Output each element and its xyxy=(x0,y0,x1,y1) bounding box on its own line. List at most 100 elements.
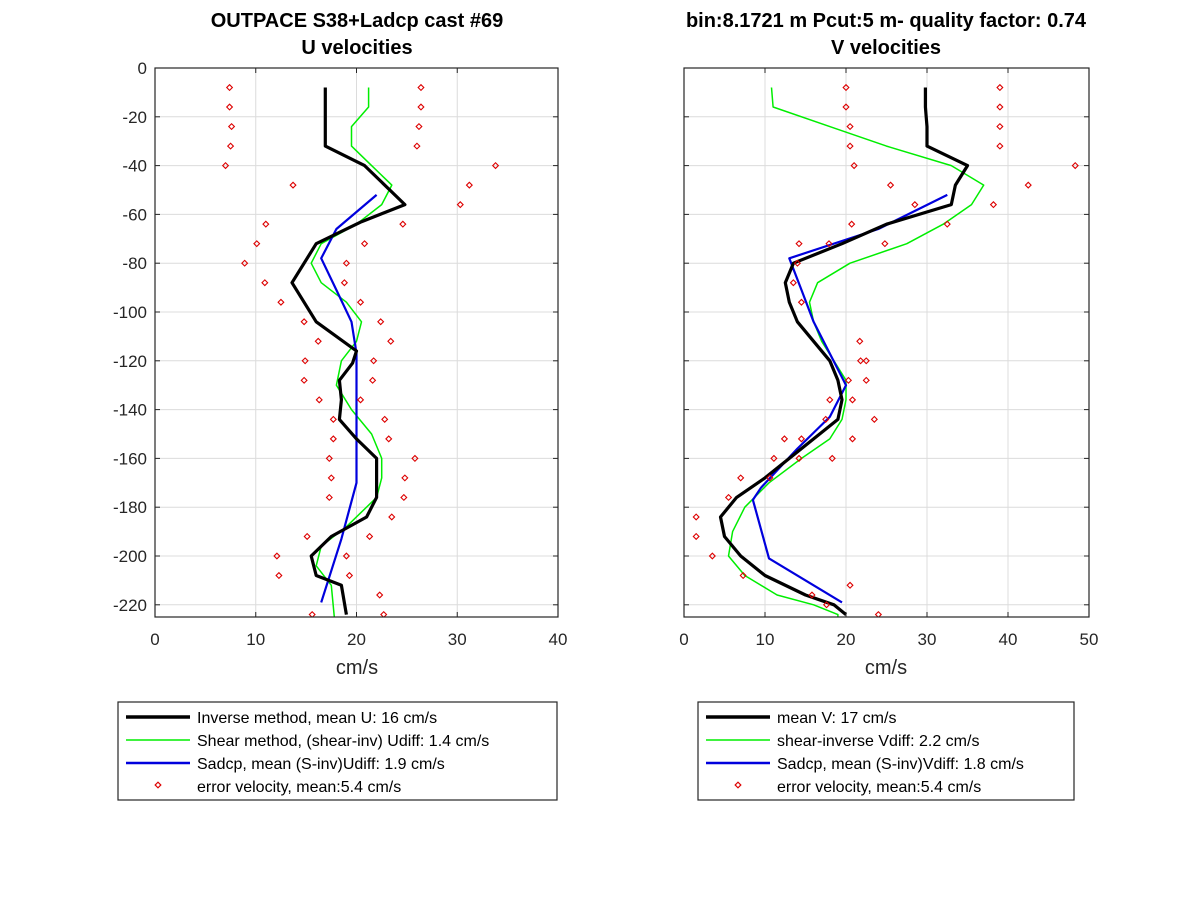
u-error-marker xyxy=(401,474,409,482)
v-x-tick-label: 0 xyxy=(679,630,688,649)
u-error-marker xyxy=(342,552,351,560)
v-x-tick-label: 10 xyxy=(756,630,775,649)
u-error-marker xyxy=(417,103,425,111)
u-error-marker xyxy=(314,337,322,345)
v-x-axis-label: cm/s xyxy=(865,657,907,679)
v-error-marker xyxy=(795,454,803,463)
u-error-marker xyxy=(342,259,351,267)
u-error-marker xyxy=(273,552,281,560)
u-title-line1: OUTPACE S38+Ladcp cast #69 xyxy=(211,10,504,32)
u-error-marker xyxy=(308,610,316,617)
v-error-marker xyxy=(844,376,853,384)
u-error-marker xyxy=(315,396,323,404)
v-error-marker xyxy=(856,357,865,365)
legend-label-sadcp: Sadcp, mean (S-inv)Udiff: 1.9 cm/s xyxy=(197,756,445,773)
u-error-marker xyxy=(465,181,473,189)
u-error-marker xyxy=(303,532,311,541)
u-error-marker xyxy=(225,83,234,92)
u-error-marker xyxy=(340,279,349,287)
u-inverse-line xyxy=(290,87,407,615)
u-x-tick-label: 40 xyxy=(549,630,568,649)
v-error-marker xyxy=(846,581,854,589)
v-error-marker xyxy=(874,610,883,617)
u-y-tick-label: -60 xyxy=(122,205,147,224)
u-error-marker xyxy=(241,259,249,267)
v-error-marker xyxy=(862,357,870,365)
u-error-marker xyxy=(491,161,500,170)
v-error-marker xyxy=(828,454,836,463)
v-error-marker xyxy=(739,571,747,580)
v-error-marker xyxy=(822,415,830,423)
v-error-marker xyxy=(737,474,745,482)
u-error-marker xyxy=(369,376,377,384)
u-title-line2: U velocities xyxy=(301,37,412,59)
v-error-marker xyxy=(848,435,857,443)
v-velocity-panel: 0 10 20 30 40 50 bin:8.1721 m Pcut:5 m- quali… xyxy=(679,10,1098,679)
u-x-tick-label: 20 xyxy=(347,630,366,649)
u-y-tick-label: -100 xyxy=(113,303,147,322)
v-error-marker xyxy=(724,493,733,502)
v-error-marker xyxy=(780,435,789,443)
v-plot-area xyxy=(692,83,1079,617)
u-error-marker xyxy=(385,435,393,443)
u-y-tick-label: -20 xyxy=(122,108,147,127)
u-error-marker xyxy=(417,83,425,92)
u-x-tick-label: 30 xyxy=(448,630,467,649)
u-error-marker xyxy=(300,318,308,326)
v-x-tick-label: 40 xyxy=(999,630,1018,649)
u-shear-line xyxy=(310,87,393,617)
u-y-tick-label: -180 xyxy=(113,498,147,517)
u-error-marker xyxy=(360,240,369,248)
u-y-tick-label: 0 xyxy=(138,59,147,78)
legend-swatch-error xyxy=(154,781,162,789)
u-error-marker xyxy=(275,571,283,580)
v-x-tick-label: 50 xyxy=(1080,630,1099,649)
u-error-marker xyxy=(377,318,385,326)
legend-label-sadcp-v: Sadcp, mean (S-inv)Vdiff: 1.8 cm/s xyxy=(777,756,1024,773)
u-error-marker xyxy=(253,240,261,248)
v-error-marker xyxy=(797,435,806,443)
u-x-tick-label: 10 xyxy=(246,630,265,649)
u-error-marker xyxy=(388,513,396,521)
v-error-marker xyxy=(996,122,1004,131)
u-x-ticks: 0 10 20 30 40 xyxy=(150,68,567,649)
v-title-line1: bin:8.1721 m Pcut:5 m- quality factor: 0… xyxy=(686,10,1087,32)
u-y-ticks: 0 -20 -40 -60 -80 -100 -120 -140 -160 -180 -200 -22… xyxy=(113,59,558,615)
u-error-marker xyxy=(381,415,389,423)
u-error-marker xyxy=(411,454,419,463)
v-axes-frame xyxy=(683,67,1090,618)
u-error-marker xyxy=(456,201,464,209)
u-error-marker xyxy=(261,279,269,287)
u-sadcp-line xyxy=(320,194,378,603)
u-error-marker xyxy=(356,298,365,306)
u-error-marker xyxy=(376,591,384,599)
v-legend: mean V: 17 cm/s shear-inverse Vdiff: 2.2… xyxy=(697,701,1075,801)
legend-label-shear-v: shear-inverse Vdiff: 2.2 cm/s xyxy=(777,733,979,750)
v-error-marker xyxy=(789,279,797,287)
u-legend: Inverse method, mean U: 16 cm/s Shear me… xyxy=(117,701,558,801)
u-error-marker xyxy=(327,474,335,482)
v-error-marker xyxy=(708,552,716,560)
legend-label-shear: Shear method, (shear-inv) Udiff: 1.4 cm/… xyxy=(197,733,489,750)
u-y-tick-label: -40 xyxy=(122,157,147,176)
u-velocity-panel: 0 10 20 30 40 0 -20 -40 -60 -80 -100 -120 -140 -160 -… xyxy=(113,10,567,679)
legend-swatch-error-v xyxy=(734,781,742,789)
u-error-marker xyxy=(329,415,337,423)
v-y-ticks xyxy=(684,67,1089,606)
u-y-tick-label: -120 xyxy=(113,352,147,371)
u-error-marker xyxy=(413,142,421,150)
legend-label-error: error velocity, mean:5.4 cm/s xyxy=(197,779,401,796)
u-error-marker xyxy=(225,103,234,111)
v-x-tick-label: 20 xyxy=(837,630,856,649)
v-error-marker xyxy=(856,337,864,345)
u-error-marker xyxy=(329,435,337,443)
v-error-marker xyxy=(989,201,998,209)
v-sadcp-line xyxy=(751,193,948,604)
v-x-ticks: 0 10 20 30 40 50 xyxy=(679,68,1098,649)
u-error-marker xyxy=(400,493,408,502)
u-plot-area xyxy=(221,83,500,617)
v-inverse-line xyxy=(718,87,970,616)
v-error-marker xyxy=(766,474,774,482)
v-error-marker xyxy=(692,513,700,521)
